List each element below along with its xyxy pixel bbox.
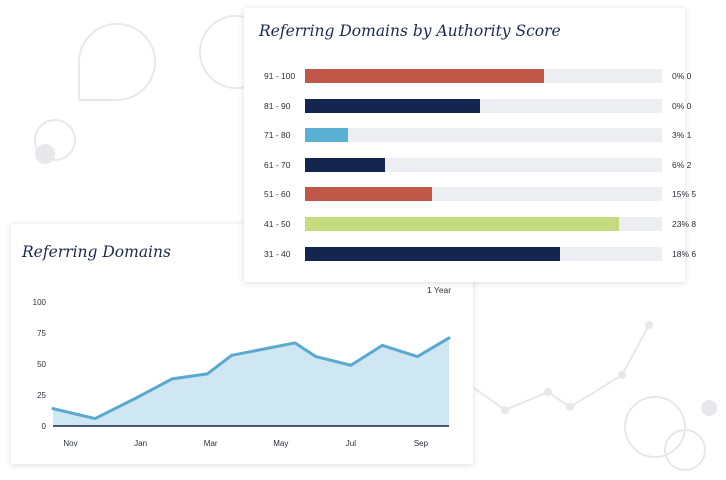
chart-data-point [415, 355, 419, 359]
dot-decoration [566, 403, 574, 411]
ring-decoration [664, 429, 706, 471]
authority-score-card: Referring Domains by Authority Score 91 … [244, 8, 696, 282]
bar-value-label: 0% 0 [672, 100, 692, 111]
authority-bar-row: 41 - 50 23% 8 [244, 217, 696, 231]
chart-data-point [51, 407, 55, 411]
bar-track [305, 128, 662, 143]
bar-range-label: 91 - 100 [264, 71, 296, 81]
chart-y-tick-label: 50 [37, 360, 46, 369]
bar-range-label: 61 - 70 [264, 159, 291, 170]
chart-x-tick-label: Jul [346, 439, 356, 448]
chart-data-point [314, 355, 318, 359]
bar-fill[interactable] [305, 246, 561, 261]
bar-value-label: 6% 2 [672, 159, 692, 170]
bar-range-label: 51 - 60 [264, 189, 291, 200]
bar-value-label: 23% 8 [672, 219, 697, 229]
dot-decoration [544, 388, 552, 396]
bar-fill[interactable] [305, 69, 545, 83]
bar-fill[interactable] [305, 187, 432, 202]
bar-range-label: 41 - 50 [264, 219, 291, 229]
chart-data-point [135, 395, 139, 399]
chart-x-tick-label: Mar [204, 439, 218, 448]
dot-decoration [701, 400, 717, 416]
bar-value-label: 15% 5 [672, 189, 697, 200]
referring-domains-title: Referring Domains [22, 243, 171, 261]
chart-x-tick-label: Sep [414, 439, 429, 448]
bar-range-label: 31 - 40 [264, 248, 291, 259]
bar-track [305, 157, 662, 172]
authority-bar-row: 71 - 80 3% 1 [244, 128, 691, 143]
chart-y-tick-label: 100 [33, 298, 47, 307]
authority-bar-row: 81 - 90 0% 0 [244, 98, 691, 113]
bar-track [305, 69, 662, 83]
bar-value-label: 18% 6 [672, 248, 697, 259]
bar-fill[interactable] [305, 217, 620, 231]
referring-domains-chart: 0 25 50 75 100 Nov Jan Mar May Jul Sep [33, 298, 451, 448]
dot-decoration [501, 406, 509, 414]
chart-x-tick-label: Nov [63, 439, 77, 448]
chart-data-point [93, 417, 97, 421]
sparkline-decoration [473, 324, 650, 412]
bar-value-label: 3% 1 [672, 130, 692, 141]
chart-data-point [349, 363, 353, 367]
bar-fill[interactable] [305, 157, 386, 172]
ring-decoration [624, 396, 686, 458]
authority-score-title: Referring Domains by Authority Score [259, 22, 561, 40]
authority-bar-row: 91 - 100 0% 0 [244, 69, 691, 83]
chart-data-point [293, 341, 297, 345]
authority-bar-row: 51 - 60 15% 5 [244, 187, 696, 202]
dot-decoration [618, 371, 626, 379]
chart-data-point [380, 343, 384, 347]
bar-track [305, 217, 662, 231]
bar-range-label: 71 - 80 [264, 130, 291, 141]
chart-series-line [52, 336, 450, 421]
chart-x-tick-label: Jan [134, 439, 147, 448]
authority-bar-row: 31 - 40 18% 6 [244, 246, 696, 261]
bar-track [305, 187, 662, 202]
dot-decoration [645, 321, 653, 329]
bar-range-label: 81 - 90 [264, 100, 291, 111]
chart-data-point [230, 353, 234, 357]
bar-fill[interactable] [305, 98, 480, 113]
chart-y-tick-label: 75 [37, 329, 46, 338]
dot-decoration [35, 144, 55, 164]
chart-data-point [205, 372, 209, 376]
bar-fill[interactable] [305, 128, 348, 143]
chart-area-fill [53, 337, 449, 426]
chart-y-tick-label: 0 [42, 422, 47, 431]
bar-track [305, 246, 662, 261]
chart-data-point [170, 377, 174, 381]
chart-x-tick-label: May [273, 439, 288, 448]
pie-wedge-decoration [78, 23, 156, 101]
authority-bar-row: 61 - 70 6% 2 [244, 157, 691, 172]
bar-track [305, 98, 662, 113]
chart-y-tick-label: 25 [37, 391, 46, 400]
chart-data-point [447, 336, 451, 340]
bar-value-label: 0% 0 [672, 71, 692, 81]
ring-decoration [34, 119, 76, 161]
time-range-label[interactable]: 1 Year [427, 285, 452, 295]
